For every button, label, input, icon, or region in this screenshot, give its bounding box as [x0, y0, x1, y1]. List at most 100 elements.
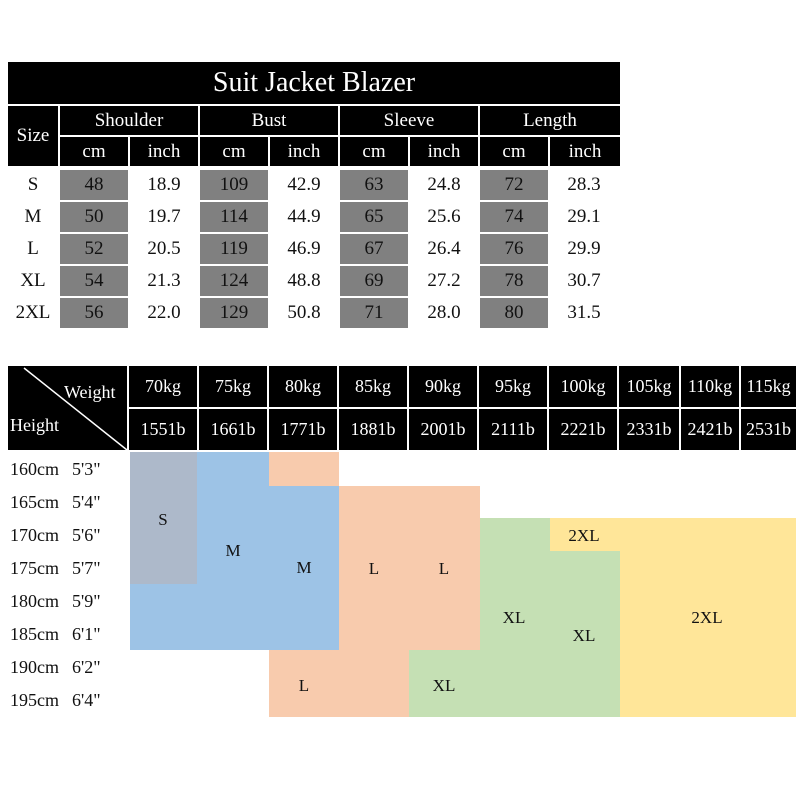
table-cell: 22.0 — [147, 302, 181, 323]
weight-kg-header: 95kg — [479, 366, 547, 407]
zone-label-m: M — [296, 558, 312, 577]
table-cell: 44.9 — [287, 206, 321, 227]
height-ft: 6'4" — [72, 690, 101, 710]
size-label-xl: XL — [20, 270, 46, 291]
height-axis-label: Height — [10, 415, 59, 435]
table-cell: 31.5 — [567, 302, 601, 323]
height-ft: 5'7" — [72, 558, 101, 578]
table-cell: 26.4 — [427, 238, 461, 259]
zone-2xl-region — [550, 518, 620, 551]
weight-kg-header: 90kg — [409, 366, 477, 407]
height-row: 190cm 6'2" — [10, 651, 130, 684]
table-cell: 28.0 — [427, 302, 461, 323]
zone-xl-region — [409, 650, 480, 717]
height-row: 175cm 5'7" — [10, 552, 130, 585]
zone-label-2xl: 2XL — [568, 526, 600, 545]
size-label-m: M — [24, 206, 42, 227]
table-cell: 29.9 — [567, 238, 601, 259]
table-cell: 21.3 — [147, 270, 181, 291]
bust-header: Bust — [200, 106, 338, 135]
table-cell: 29.1 — [567, 206, 601, 227]
table-cell: 72 — [480, 170, 548, 200]
height-cm: 185cm — [10, 624, 59, 644]
table-cell: 18.9 — [147, 174, 181, 195]
table-cell: 50.8 — [287, 302, 321, 323]
height-ft: 5'4" — [72, 492, 101, 512]
weight-lb-header: 1881b — [339, 409, 407, 450]
table-cell: 56 — [60, 298, 128, 328]
unit-inch-header: inch — [550, 137, 620, 166]
zone-m-region — [130, 584, 197, 650]
zone-l-region — [269, 452, 339, 486]
zone-label-l: L — [438, 559, 450, 578]
table-cell: 42.9 — [287, 174, 321, 195]
height-cm: 190cm — [10, 657, 59, 677]
zone-xl-region — [550, 551, 620, 717]
weight-kg-header: 75kg — [199, 366, 267, 407]
unit-cm-header: cm — [200, 137, 268, 166]
weight-lb-header: 2531b — [741, 409, 796, 450]
unit-inch-header: inch — [270, 137, 338, 166]
height-cm: 165cm — [10, 492, 59, 512]
zone-label-xl: XL — [432, 676, 456, 695]
zone-label-l: L — [368, 559, 380, 578]
zone-m-region — [197, 452, 269, 486]
weight-kg-header: 80kg — [269, 366, 337, 407]
length-header: Length — [480, 106, 620, 135]
zone-label-l: L — [298, 676, 310, 695]
zone-label-s: S — [158, 510, 168, 529]
zone-l-region — [339, 486, 480, 650]
zone-label-xl: XL — [502, 608, 526, 627]
table-cell: 25.6 — [427, 206, 461, 227]
weight-lb-header: 2221b — [549, 409, 617, 450]
table-cell: 27.2 — [427, 270, 461, 291]
height-ft: 5'3" — [72, 459, 101, 479]
zone-2xl-region — [620, 518, 796, 717]
table-cell: 114 — [200, 202, 268, 232]
table-cell: 24.8 — [427, 174, 461, 195]
table-cell: 20.5 — [147, 238, 181, 259]
weight-lb-header: 2331b — [619, 409, 679, 450]
table-cell: 119 — [200, 234, 268, 264]
zone-label-m: M — [225, 541, 241, 560]
table-cell: 48 — [60, 170, 128, 200]
weight-axis-label: Weight — [64, 382, 116, 402]
table-cell: 50 — [60, 202, 128, 232]
size-label-s: S — [27, 174, 39, 195]
table-cell: 71 — [340, 298, 408, 328]
height-ft: 5'6" — [72, 525, 101, 545]
table-cell: 74 — [480, 202, 548, 232]
table-cell: 52 — [60, 234, 128, 264]
table-cell: 67 — [340, 234, 408, 264]
weight-lb-header: 2421b — [681, 409, 739, 450]
diagonal-divider — [23, 367, 127, 450]
table-cell: 78 — [480, 266, 548, 296]
unit-cm-header: cm — [480, 137, 548, 166]
unit-cm-header: cm — [340, 137, 408, 166]
unit-inch-header: inch — [410, 137, 478, 166]
table-cell: 65 — [340, 202, 408, 232]
table-cell: 69 — [340, 266, 408, 296]
table-cell: 54 — [60, 266, 128, 296]
zone-xl-region — [480, 518, 550, 717]
table-cell: 109 — [200, 170, 268, 200]
height-row: 185cm 6'1" — [10, 618, 130, 651]
zone-label-2xl: 2XL — [691, 608, 723, 627]
weight-lb-header: 1661b — [199, 409, 267, 450]
height-ft: 5'9" — [72, 591, 101, 611]
weight-kg-header: 85kg — [339, 366, 407, 407]
weight-lb-header: 2001b — [409, 409, 477, 450]
table-cell: 28.3 — [567, 174, 601, 195]
size-label-l: L — [27, 238, 39, 259]
height-row: 160cm 5'3" — [10, 453, 130, 486]
height-row: 165cm 5'4" — [10, 486, 130, 519]
table-cell: 48.8 — [287, 270, 321, 291]
height-cm: 175cm — [10, 558, 59, 578]
height-cm: 170cm — [10, 525, 59, 545]
zone-label-xl: XL — [572, 626, 596, 645]
height-row: 180cm 5'9" — [10, 585, 130, 618]
table-cell: 63 — [340, 170, 408, 200]
sleeve-header: Sleeve — [340, 106, 478, 135]
zone-l-region — [269, 650, 409, 717]
table-title: Suit Jacket Blazer — [8, 62, 620, 104]
